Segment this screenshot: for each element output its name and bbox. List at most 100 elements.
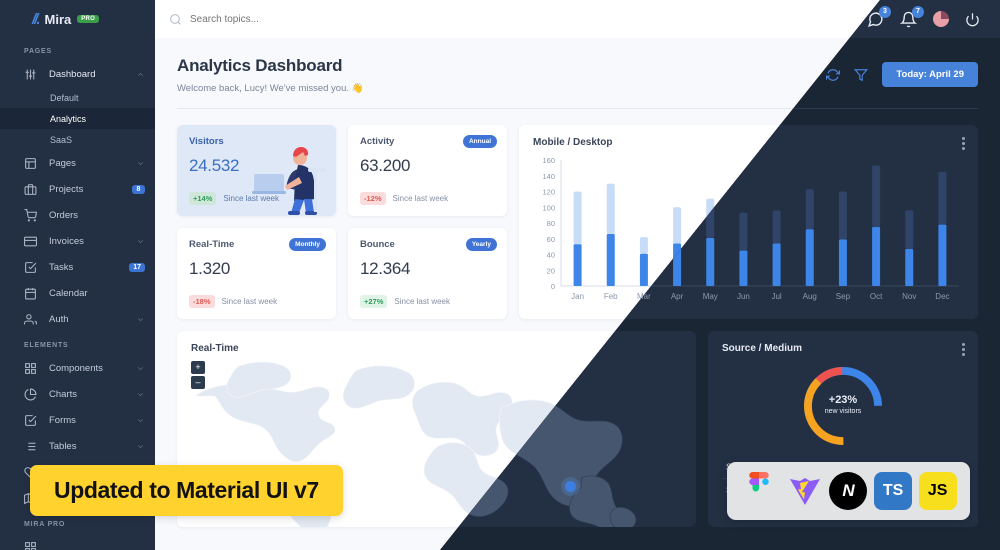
sidebar-item-pages[interactable]: Pages	[0, 150, 155, 176]
page-title: Analytics Dashboard	[177, 56, 343, 75]
more-vertical-icon[interactable]	[962, 343, 965, 358]
sidebar-item-orders[interactable]: Orders	[0, 202, 155, 228]
sidebar-item-projects[interactable]: Projects 8	[0, 176, 155, 202]
sidebar-item-invoices[interactable]: Invoices	[0, 228, 155, 254]
more-vertical-icon[interactable]	[962, 137, 965, 152]
chevron-down-icon	[137, 317, 144, 321]
stat-delta: +27%	[360, 295, 388, 308]
page-subtitle: Welcome back, Lucy! We've missed you. 👋	[177, 83, 364, 94]
typescript-logo: TS	[874, 472, 913, 510]
notifications-button[interactable]: 7	[899, 5, 924, 28]
stat-card-realtime[interactable]: Real-Time Monthly 1.320 -18% Since last …	[177, 228, 336, 319]
stat-title: Activity	[360, 136, 395, 147]
grid-icon	[25, 541, 36, 550]
sidebar-item-forms[interactable]: Forms	[0, 407, 155, 433]
javascript-logo: JS	[918, 472, 957, 510]
stat-since: Since last week	[223, 194, 279, 203]
pie-chart-icon	[24, 388, 37, 400]
map-zoom-controls[interactable]: + –	[191, 361, 205, 391]
sidebar-item-default[interactable]: Default	[0, 87, 155, 108]
svg-text:140: 140	[542, 172, 555, 181]
bell-icon	[899, 11, 918, 27]
svg-text:Aug: Aug	[803, 292, 817, 301]
search-input[interactable]	[190, 13, 410, 25]
map-marker[interactable]	[565, 481, 576, 492]
search-box[interactable]	[169, 13, 410, 26]
sidebar-item-saas[interactable]: SaaS	[0, 129, 155, 150]
sliders-icon	[25, 69, 36, 79]
svg-text:60: 60	[547, 235, 555, 244]
search-icon	[170, 13, 181, 25]
card-title: Mobile / Desktop	[533, 137, 613, 148]
sidebar: //. Mira PRO PAGES Dashboard Default Ana…	[0, 0, 155, 550]
avatar[interactable]	[933, 11, 949, 27]
messages-button[interactable]: 3	[867, 5, 891, 28]
sidebar-item-label: Projects	[49, 183, 84, 195]
donut-sublabel: new visitors	[824, 408, 862, 415]
sidebar-item-tasks[interactable]: Tasks 17	[0, 254, 155, 280]
stat-title: Bounce	[360, 239, 395, 250]
svg-text:20: 20	[547, 266, 555, 275]
sidebar-item-dashboard[interactable]: Dashboard	[0, 61, 155, 87]
page-header: Analytics Dashboard Welcome back, Lucy! …	[440, 56, 978, 94]
map-zoom-out-button[interactable]: –	[191, 376, 205, 389]
sidebar-item-auth[interactable]: Auth	[0, 306, 155, 332]
stat-delta: -12%	[360, 192, 386, 205]
stat-card-bounce[interactable]: Bounce Yearly 12.364 +27% Since last wee…	[348, 228, 507, 319]
person-laptop-illustration	[252, 147, 326, 215]
stat-card-visitors[interactable]: Visitors 24.532 +14% Since last week	[177, 125, 336, 216]
nextjs-logo: N	[829, 472, 868, 510]
stat-since: Since last week	[392, 194, 449, 203]
svg-text:Apr: Apr	[671, 292, 684, 301]
stat-since: Since last week	[221, 297, 278, 306]
sidebar-item-label: Orders	[49, 209, 79, 221]
svg-text:120: 120	[542, 188, 555, 197]
stat-tag: Yearly	[465, 238, 497, 251]
chevron-down-icon	[137, 392, 144, 396]
vite-logo	[785, 472, 823, 510]
stat-value: 1.320	[189, 259, 231, 278]
sidebar-subitem-label: Analytics	[50, 113, 87, 124]
donut-svg	[804, 367, 882, 445]
nav-section-elements: ELEMENTS	[24, 342, 69, 349]
stat-card-activity[interactable]: Activity Annual 63.200 -12% Since last w…	[348, 125, 507, 216]
donut-center-label: +23% new visitors	[722, 394, 964, 415]
map-zoom-in-button[interactable]: +	[191, 361, 205, 374]
sidebar-item-components[interactable]: Components	[0, 355, 155, 381]
figma-logo	[740, 472, 778, 510]
svg-text:Sep: Sep	[836, 292, 851, 301]
stat-title: Real-Time	[189, 239, 235, 250]
sidebar-item-analytics[interactable]: Analytics	[0, 108, 155, 129]
refresh-icon[interactable]	[826, 68, 841, 82]
svg-text:Dec: Dec	[935, 292, 949, 301]
mira-mark-icon: //.	[32, 10, 40, 28]
cart-icon	[24, 208, 37, 221]
date-range-button[interactable]: Today: April 29	[882, 62, 978, 87]
sidebar-item-charts[interactable]: Charts	[0, 381, 155, 407]
sidebar-item-pro-extra[interactable]	[0, 534, 155, 550]
promo-banner: Updated to Material UI v7	[30, 465, 343, 516]
stat-tag: Monthly	[289, 238, 326, 251]
stat-value: 24.532	[189, 156, 240, 175]
notifications-badge: 7	[912, 5, 924, 18]
svg-text:Mar: Mar	[637, 292, 651, 301]
sidebar-item-label: Calendar	[49, 287, 88, 299]
list-icon	[25, 442, 36, 450]
sidebar-item-label: Dashboard	[49, 68, 96, 80]
brand-name: Mira	[44, 11, 72, 27]
sidebar-item-tables[interactable]: Tables	[0, 433, 155, 459]
layout-icon	[25, 157, 36, 169]
grid-icon	[25, 362, 36, 374]
svg-text:Jun: Jun	[737, 292, 750, 301]
donut-percent: +23%	[828, 394, 858, 406]
sidebar-item-calendar[interactable]: Calendar	[0, 280, 155, 306]
sidebar-item-label: Charts	[49, 388, 77, 400]
check-square-icon	[25, 414, 37, 426]
svg-text:Jul: Jul	[771, 292, 781, 301]
brand-logo[interactable]: //. Mira PRO	[0, 0, 155, 38]
sidebar-item-label: Auth	[49, 313, 69, 325]
filter-icon[interactable]	[854, 68, 869, 82]
power-icon[interactable]	[965, 12, 980, 27]
card-title: Source / Medium	[722, 343, 803, 354]
chevron-down-icon	[137, 444, 144, 448]
